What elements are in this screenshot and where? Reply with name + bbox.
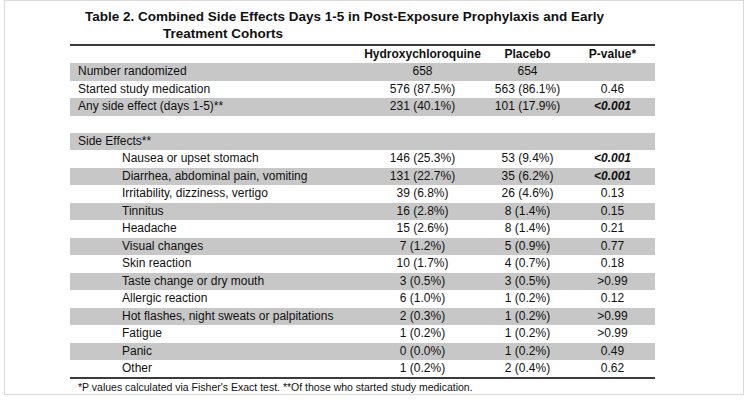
table-row: Started study medication576 (87.5%)563 (…	[70, 81, 655, 99]
hydroxychloroquine-value: 1 (0.2%)	[360, 360, 485, 378]
p-value	[570, 63, 655, 81]
p-value: 0.13	[570, 185, 655, 203]
placebo-value	[485, 133, 570, 151]
placebo-value: 563 (86.1%)	[485, 81, 570, 99]
row-label: Side Effects**	[70, 133, 360, 151]
table-row: Fatigue1 (0.2%)1 (0.2%)>0.99	[70, 325, 655, 343]
row-label: Any side effect (days 1-5)**	[70, 98, 360, 116]
row-label: Visual changes	[70, 238, 360, 256]
table-body: Number randomized658654Started study med…	[70, 63, 655, 378]
row-label: Irritability, dizziness, vertigo	[70, 185, 360, 203]
row-label: Nausea or upset stomach	[70, 150, 360, 168]
p-value: <0.001	[570, 150, 655, 168]
table-row: Allergic reaction6 (1.0%)1 (0.2%)0.12	[70, 290, 655, 308]
table-title: Table 2. Combined Side Effects Days 1-5 …	[70, 9, 670, 42]
row-label: Allergic reaction	[70, 290, 360, 308]
placebo-value: 101 (17.9%)	[485, 98, 570, 116]
hydroxychloroquine-value: 658	[360, 63, 485, 81]
hydroxychloroquine-value: 1 (0.2%)	[360, 325, 485, 343]
hydroxychloroquine-value: 576 (87.5%)	[360, 81, 485, 99]
row-label: Diarrhea, abdominal pain, vomiting	[70, 168, 360, 186]
table-row: Any side effect (days 1-5)**231 (40.1%)1…	[70, 98, 655, 116]
table-title-line1: Table 2. Combined Side Effects Days 1-5 …	[70, 9, 670, 26]
p-value: 0.21	[570, 220, 655, 238]
section-header-row: Side Effects**	[70, 133, 655, 151]
column-header-placebo: Placebo	[485, 46, 570, 63]
placebo-value: 2 (0.4%)	[485, 360, 570, 378]
placebo-value: 1 (0.2%)	[485, 325, 570, 343]
table-row: Visual changes7 (1.2%)5 (0.9%)0.77	[70, 238, 655, 256]
row-label: Number randomized	[70, 63, 360, 81]
row-label: Hot flashes, night sweats or palpitation…	[70, 308, 360, 326]
p-value: 0.77	[570, 238, 655, 256]
placebo-value: 4 (0.7%)	[485, 255, 570, 273]
placebo-value: 8 (1.4%)	[485, 220, 570, 238]
hydroxychloroquine-value: 16 (2.8%)	[360, 203, 485, 221]
placebo-value: 1 (0.2%)	[485, 308, 570, 326]
row-label: Fatigue	[70, 325, 360, 343]
row-label: Tinnitus	[70, 203, 360, 221]
hydroxychloroquine-value: 2 (0.3%)	[360, 308, 485, 326]
table-row: Number randomized658654	[70, 63, 655, 81]
hydroxychloroquine-value: 3 (0.5%)	[360, 273, 485, 291]
p-value: 0.18	[570, 255, 655, 273]
table-row: Panic0 (0.0%)1 (0.2%)0.49	[70, 343, 655, 361]
table-row: Nausea or upset stomach146 (25.3%)53 (9.…	[70, 150, 655, 168]
table-row: Irritability, dizziness, vertigo39 (6.8%…	[70, 185, 655, 203]
table-footnote: *P values calculated via Fisher's Exact …	[78, 381, 473, 394]
hydroxychloroquine-value: 231 (40.1%)	[360, 98, 485, 116]
p-value: <0.001	[570, 98, 655, 116]
placebo-value: 3 (0.5%)	[485, 273, 570, 291]
p-value: >0.99	[570, 308, 655, 326]
p-value: 0.49	[570, 343, 655, 361]
hydroxychloroquine-value: 7 (1.2%)	[360, 238, 485, 256]
p-value	[570, 133, 655, 151]
row-label: Panic	[70, 343, 360, 361]
hydroxychloroquine-value: 39 (6.8%)	[360, 185, 485, 203]
table-gap-row	[70, 116, 655, 133]
table-bottom-rule	[70, 377, 655, 379]
p-value: 0.62	[570, 360, 655, 378]
row-label: Headache	[70, 220, 360, 238]
placebo-value: 8 (1.4%)	[485, 203, 570, 221]
row-label: Taste change or dry mouth	[70, 273, 360, 291]
hydroxychloroquine-value: 6 (1.0%)	[360, 290, 485, 308]
table-row: Skin reaction10 (1.7%)4 (0.7%)0.18	[70, 255, 655, 273]
placebo-value: 35 (6.2%)	[485, 168, 570, 186]
p-value: >0.99	[570, 325, 655, 343]
table-title-line2: Treatment Cohorts	[70, 26, 670, 43]
p-value: >0.99	[570, 273, 655, 291]
p-value: 0.15	[570, 203, 655, 221]
placebo-value: 1 (0.2%)	[485, 290, 570, 308]
column-header-pvalue: P-value*	[570, 46, 655, 63]
hydroxychloroquine-value: 15 (2.6%)	[360, 220, 485, 238]
table-row: Other1 (0.2%)2 (0.4%)0.62	[70, 360, 655, 378]
placebo-value: 1 (0.2%)	[485, 343, 570, 361]
header-spacer-cell	[70, 46, 360, 63]
screenshot-stage: Table 2. Combined Side Effects Days 1-5 …	[0, 0, 750, 400]
p-value: 0.46	[570, 81, 655, 99]
p-value: <0.001	[570, 168, 655, 186]
hydroxychloroquine-value: 146 (25.3%)	[360, 150, 485, 168]
hydroxychloroquine-value	[360, 133, 485, 151]
table-row: Taste change or dry mouth3 (0.5%)3 (0.5%…	[70, 273, 655, 291]
placebo-value: 53 (9.4%)	[485, 150, 570, 168]
table-row: Headache15 (2.6%)8 (1.4%)0.21	[70, 220, 655, 238]
row-label: Started study medication	[70, 81, 360, 99]
p-value: 0.12	[570, 290, 655, 308]
row-label: Skin reaction	[70, 255, 360, 273]
placebo-value: 654	[485, 63, 570, 81]
hydroxychloroquine-value: 131 (22.7%)	[360, 168, 485, 186]
table-row: Tinnitus16 (2.8%)8 (1.4%)0.15	[70, 203, 655, 221]
placebo-value: 26 (4.6%)	[485, 185, 570, 203]
row-label: Other	[70, 360, 360, 378]
column-header-hydroxychloroquine: Hydroxychloroquine	[360, 46, 485, 63]
table-row: Diarrhea, abdominal pain, vomiting131 (2…	[70, 168, 655, 186]
placebo-value: 5 (0.9%)	[485, 238, 570, 256]
hydroxychloroquine-value: 10 (1.7%)	[360, 255, 485, 273]
table-row: Hot flashes, night sweats or palpitation…	[70, 308, 655, 326]
table-header-row: Hydroxychloroquine Placebo P-value*	[70, 46, 655, 63]
hydroxychloroquine-value: 0 (0.0%)	[360, 343, 485, 361]
